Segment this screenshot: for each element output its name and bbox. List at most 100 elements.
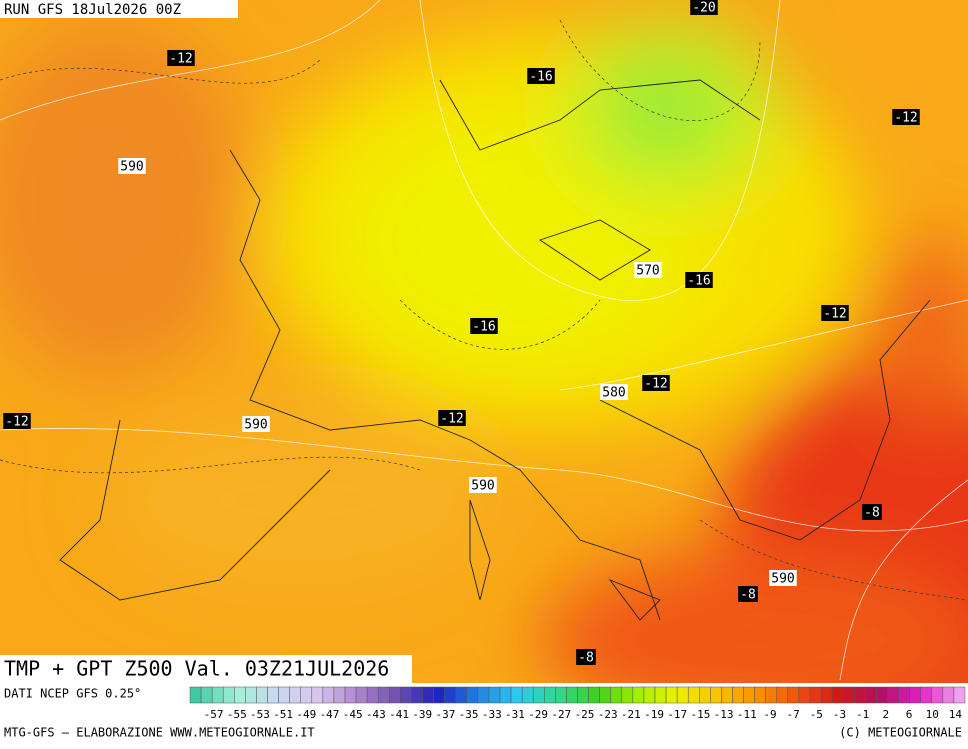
temperature-label: -12	[644, 377, 667, 392]
colorbar-tick-label: -31	[505, 708, 525, 721]
colorbar-swatch	[256, 686, 268, 704]
colorbar-swatch	[621, 686, 634, 704]
colorbar-tick-label: -21	[621, 708, 641, 721]
colorbar-swatch	[754, 686, 766, 704]
colorbar-swatch	[300, 686, 313, 704]
colorbar-swatch	[776, 686, 789, 704]
colorbar-swatch	[289, 686, 301, 704]
colorbar-swatch	[931, 686, 944, 704]
height-label: 590	[471, 479, 494, 494]
colorbar-tick-label: 14	[949, 708, 963, 721]
colorbar-tick-label: -55	[227, 708, 247, 721]
temperature-label: -12	[894, 111, 917, 126]
temperature-label-box	[438, 410, 466, 426]
temperature-label: -8	[578, 651, 594, 666]
colorbar-swatch	[665, 686, 678, 704]
colorbar-tick-label: -51	[273, 708, 293, 721]
colorbar-tick-label: -3	[833, 708, 846, 721]
colorbar-swatch	[898, 686, 910, 704]
product-box	[0, 655, 412, 683]
colorbar-swatch	[920, 686, 933, 704]
colorbar-tick-label: -41	[389, 708, 409, 721]
colorbar-tick-label: -57	[204, 708, 224, 721]
colorbar-swatch	[643, 686, 656, 704]
colorbar-swatch	[389, 686, 401, 704]
temperature-label: -20	[692, 1, 715, 16]
colorbar-swatch	[245, 686, 257, 704]
colorbar-swatch	[400, 686, 412, 704]
colorbar-swatch	[820, 686, 833, 704]
temperature-label-box	[738, 586, 758, 602]
temperature-label: -16	[687, 274, 710, 289]
colorbar-swatch	[909, 686, 921, 704]
colorbar-swatch	[234, 686, 246, 704]
colorbar-swatch	[377, 686, 390, 704]
colorbar-swatch	[809, 686, 822, 704]
colorbar-swatch	[599, 686, 611, 704]
copyright-label: (C) METEOGIORNALE	[839, 726, 962, 740]
colorbar-swatch	[865, 686, 877, 704]
height-label: 570	[636, 264, 659, 279]
colorbar-swatch	[344, 686, 357, 704]
credit-label: MTG-GFS – ELABORAZIONE WWW.METEOGIORNALE…	[4, 726, 315, 740]
temperature-label-box	[690, 0, 718, 15]
run-box	[0, 0, 238, 18]
colorbar-swatch	[267, 686, 279, 704]
height-label-box	[769, 570, 797, 586]
height-label: 590	[244, 418, 267, 433]
temperature-label: -12	[5, 415, 28, 430]
colorbar-swatch	[953, 686, 966, 704]
temperature-label: -12	[169, 52, 192, 67]
colorbar-tick-label: -35	[459, 708, 479, 721]
temperature-label-box	[527, 68, 555, 84]
colorbar-swatch	[455, 686, 468, 704]
colorbar-swatch	[532, 686, 545, 704]
colorbar-tick-label: -49	[296, 708, 316, 721]
temperature-label-box	[470, 318, 498, 334]
colorbar-swatch	[842, 686, 855, 704]
colorbar-swatch	[687, 686, 700, 704]
colorbar-swatch	[798, 686, 811, 704]
colorbar-swatch	[222, 686, 235, 704]
temperature-label-box	[685, 272, 713, 288]
colorbar-swatch	[333, 686, 346, 704]
colorbar-tick-label: -13	[714, 708, 734, 721]
colorbar-swatch	[544, 686, 556, 704]
colorbar-tick-label: -33	[482, 708, 502, 721]
temperature-label-box	[642, 375, 670, 391]
height-label: 590	[120, 160, 143, 175]
colorbar-swatch	[322, 686, 335, 704]
colorbar-tick-label: -1	[856, 708, 869, 721]
colorbar-swatch	[610, 686, 623, 704]
colorbar-swatch	[721, 686, 733, 704]
colorbar-tick-label: -43	[366, 708, 386, 721]
source-label: DATI NCEP GFS 0.25°	[4, 687, 141, 701]
temperature-label-box	[862, 504, 882, 520]
colorbar-swatch	[355, 686, 368, 704]
colorbar-swatch	[466, 686, 479, 704]
colorbar-swatch	[477, 686, 490, 704]
colorbar-swatch	[200, 686, 213, 704]
colorbar-swatch	[444, 686, 456, 704]
colorbar-swatch	[278, 686, 290, 704]
colorbar-tick-label: 2	[883, 708, 890, 721]
run-label: RUN GFS 18Jul2026 00Z	[4, 2, 181, 18]
height-label: 590	[771, 572, 794, 587]
colorbar-swatch	[676, 686, 689, 704]
height-label-box	[469, 477, 497, 493]
colorbar-swatch	[366, 686, 379, 704]
colorbar-tick-label: -47	[320, 708, 340, 721]
colorbar-tick-label: -39	[412, 708, 432, 721]
colorbar-swatch	[433, 686, 445, 704]
colorbar-swatch	[411, 686, 423, 704]
height-label-box	[634, 262, 662, 278]
colorbar-tick-label: -11	[737, 708, 757, 721]
colorbar-swatch	[699, 686, 711, 704]
colorbar-swatch	[488, 686, 501, 704]
colorbar-swatch	[211, 686, 224, 704]
height-label: 580	[602, 386, 625, 401]
colorbar-tick-label: -53	[250, 708, 270, 721]
colorbar-swatch	[854, 686, 866, 704]
